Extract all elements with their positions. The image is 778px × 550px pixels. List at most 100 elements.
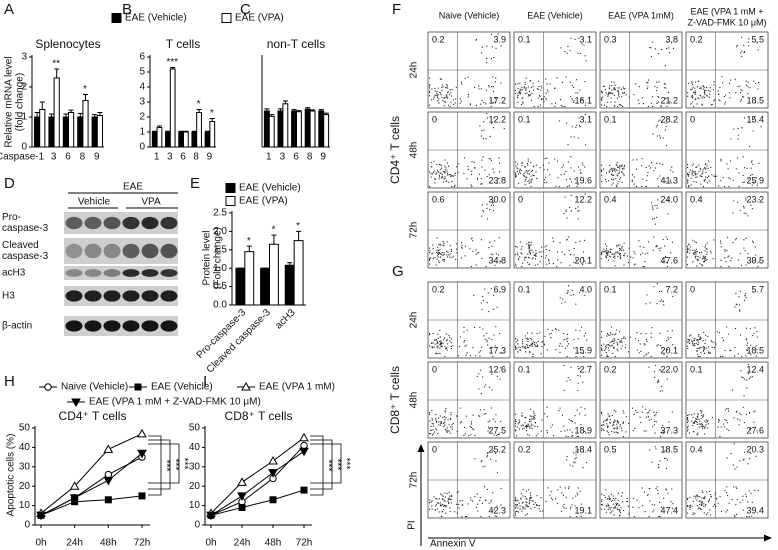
event-dot <box>534 417 535 418</box>
event-dot <box>461 245 462 246</box>
event-dot <box>566 76 567 77</box>
event-dot <box>744 51 745 52</box>
event-dot <box>714 99 715 100</box>
event-dot <box>465 346 466 347</box>
bar <box>310 111 315 147</box>
event-dot <box>660 460 661 461</box>
event-dot <box>567 338 568 339</box>
event-dot <box>440 504 441 505</box>
event-dot <box>561 303 562 304</box>
event-dot <box>611 85 612 86</box>
event-dot <box>548 91 549 92</box>
event-dot <box>519 170 520 171</box>
x-tick-label: 8 <box>307 152 313 163</box>
event-dot <box>687 181 688 182</box>
bracket <box>148 436 161 495</box>
event-dot <box>519 93 520 94</box>
quadrant-value: 0.3 <box>604 34 617 44</box>
event-dot <box>527 506 528 507</box>
event-dot <box>705 248 706 249</box>
event-dot <box>471 421 472 422</box>
event-dot <box>618 253 619 254</box>
event-dot <box>710 494 711 495</box>
event-dot <box>615 421 616 422</box>
event-dot <box>612 353 613 354</box>
quadrant-value: 4.0 <box>579 284 592 294</box>
event-dot <box>658 186 659 187</box>
event-dot <box>516 348 517 349</box>
event-dot <box>710 496 711 497</box>
event-dot <box>625 347 626 348</box>
event-dot <box>621 338 622 339</box>
event-dot <box>451 89 452 90</box>
event-dot <box>454 175 455 176</box>
x-tick-label: 9 <box>207 152 213 163</box>
event-dot <box>699 257 700 258</box>
event-dot <box>705 343 706 344</box>
event-dot <box>689 432 690 433</box>
event-dot <box>706 514 707 515</box>
event-dot <box>623 93 624 94</box>
event-dot <box>486 266 487 267</box>
event-dot <box>520 505 521 506</box>
event-dot <box>490 158 491 159</box>
event-dot <box>463 342 464 343</box>
event-dot <box>693 87 694 88</box>
event-dot <box>442 84 443 85</box>
event-dot <box>439 244 440 245</box>
event-dot <box>601 254 602 255</box>
event-dot <box>646 333 647 334</box>
event-dot <box>714 347 715 348</box>
x-tick-label: 6 <box>293 152 299 163</box>
event-dot <box>515 264 516 265</box>
event-dot <box>650 47 651 48</box>
event-dot <box>610 249 611 250</box>
event-dot <box>737 202 738 203</box>
marker <box>269 457 277 464</box>
event-dot <box>634 516 635 517</box>
event-dot <box>456 252 457 253</box>
event-dot <box>493 91 494 92</box>
event-dot <box>531 171 532 172</box>
event-dot <box>696 103 697 104</box>
event-dot <box>564 173 565 174</box>
event-dot <box>620 253 621 254</box>
event-dot <box>694 423 695 424</box>
event-dot <box>584 81 585 82</box>
bar <box>54 78 59 147</box>
event-dot <box>562 251 563 252</box>
event-dot <box>525 257 526 258</box>
event-dot <box>647 495 648 496</box>
event-dot <box>638 340 639 341</box>
event-dot <box>542 346 543 347</box>
event-dot <box>726 250 727 251</box>
event-dot <box>653 237 654 238</box>
blot-band <box>85 217 102 229</box>
event-dot <box>527 262 528 263</box>
event-dot <box>692 88 693 89</box>
event-dot <box>614 334 615 335</box>
event-dot <box>645 253 646 254</box>
event-dot <box>493 334 494 335</box>
event-dot <box>432 420 433 421</box>
x-tick-label: 9 <box>94 152 100 163</box>
event-dot <box>575 330 576 331</box>
event-dot <box>730 350 731 351</box>
event-dot <box>690 250 691 251</box>
event-dot <box>571 195 572 196</box>
event-dot <box>483 156 484 157</box>
event-dot <box>437 100 438 101</box>
event-dot <box>468 94 469 95</box>
quadrant-value: 3.8 <box>665 34 678 44</box>
event-dot <box>429 91 430 92</box>
event-dot <box>430 257 431 258</box>
event-dot <box>629 248 630 249</box>
event-dot <box>601 413 602 414</box>
event-dot <box>515 90 516 91</box>
event-dot <box>533 175 534 176</box>
event-dot <box>533 252 534 253</box>
event-dot <box>730 260 731 261</box>
event-dot <box>696 418 697 419</box>
event-dot <box>703 96 704 97</box>
event-dot <box>450 433 451 434</box>
